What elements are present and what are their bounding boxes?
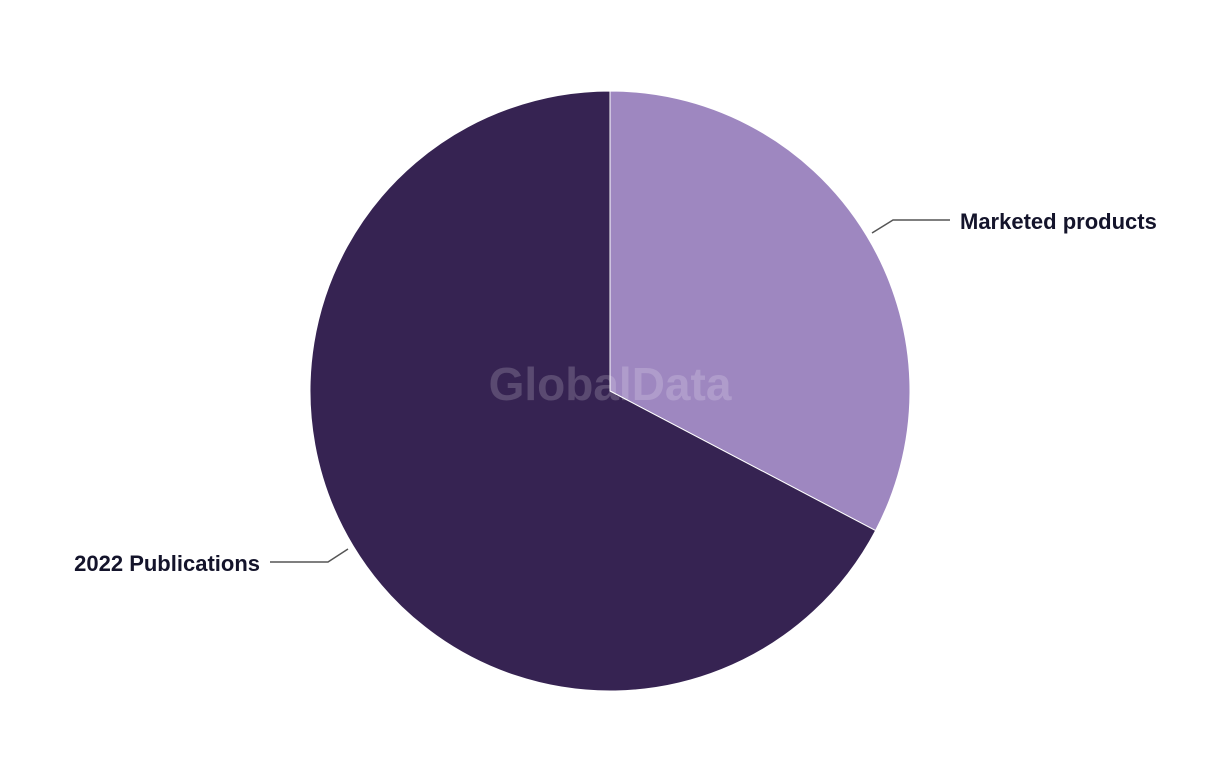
leader-line-publications [270, 548, 349, 563]
pie-slice-marketed-products [609, 90, 911, 532]
slice-label-marketed-products: Marketed products [960, 209, 1157, 234]
slice-label-2022-publications: 2022 Publications [74, 551, 260, 576]
pie-slice-2022-publications [309, 90, 877, 692]
leader-line-marketed [871, 219, 950, 234]
watermark: GlobalData [489, 358, 732, 410]
